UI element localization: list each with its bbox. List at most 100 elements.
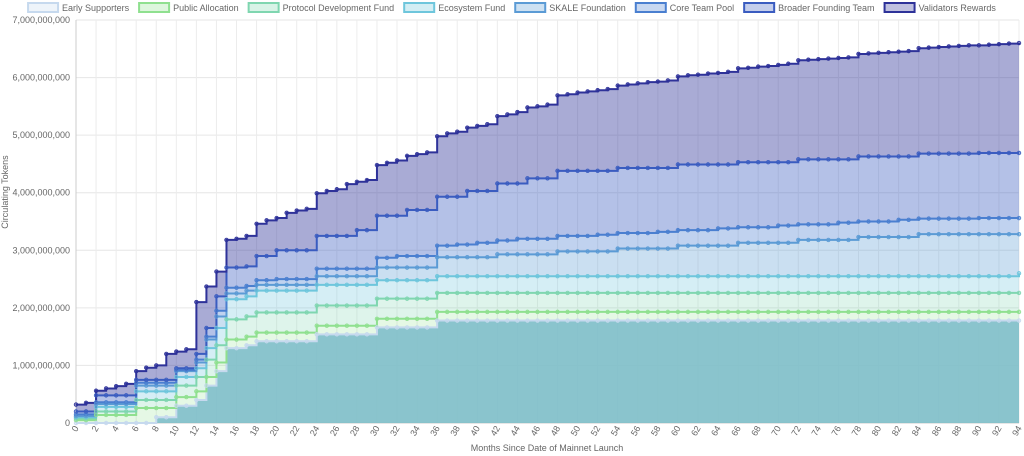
data-point [816,290,821,296]
data-point [525,176,530,181]
data-point [234,317,239,322]
data-point [866,290,871,296]
data-point [515,273,520,279]
data-point [615,290,620,296]
data-point [184,347,189,352]
x-tick-label: 42 [488,424,502,438]
data-point [374,278,380,283]
data-point [264,310,269,315]
data-point [776,223,781,228]
data-point [123,420,129,426]
data-point [144,377,149,383]
data-point [816,222,821,227]
data-point [324,303,329,308]
data-point [846,309,851,315]
data-point [244,314,249,319]
legend-item[interactable]: Public Allocation [138,2,239,13]
data-point [595,249,600,254]
data-point [956,231,962,237]
data-point [916,309,921,315]
data-point [625,318,630,323]
data-point [234,236,239,241]
data-point [916,318,921,323]
x-tick-label: 6 [130,424,141,433]
data-point [565,273,570,279]
data-point [354,282,360,288]
data-point [966,231,972,237]
legend-item[interactable]: Ecosystem Fund [403,2,505,13]
data-point [655,165,661,171]
data-point [996,273,1002,279]
x-tick-label: 30 [368,424,382,438]
legend-item[interactable]: Protocol Development Fund [247,2,395,13]
data-point [986,231,992,237]
x-tick-label: 90 [970,424,984,438]
data-point [555,93,560,98]
data-point [715,290,721,296]
data-point [816,309,821,315]
data-point [204,357,209,362]
data-point [294,310,299,315]
data-point [244,233,249,239]
legend-item[interactable]: Early Supporters [27,2,130,13]
data-point [896,290,901,296]
data-point [244,343,249,348]
data-point [645,230,651,236]
data-point [334,303,340,308]
legend-label: Validators Rewards [919,3,997,13]
legend-item[interactable]: Core Team Pool [634,2,734,13]
data-point [625,273,630,279]
data-point [755,318,761,323]
data-point [806,222,811,227]
data-point [725,69,731,75]
data-point [444,318,450,323]
data-point [274,282,279,288]
x-tick-label: 36 [428,424,442,438]
x-tick-label: 60 [669,424,683,438]
data-point [766,290,771,296]
data-point [304,248,309,253]
data-point [615,230,620,236]
data-point [83,409,89,414]
data-point [93,388,99,393]
data-point [434,194,440,199]
data-point [434,273,440,279]
data-point [545,176,550,181]
data-point [946,309,951,315]
data-point [475,309,480,315]
data-point [495,252,500,257]
data-point [625,290,630,296]
data-point [846,237,851,243]
x-tick-label: 44 [508,424,522,438]
data-point [144,420,149,426]
data-point [655,79,661,84]
data-point [515,309,520,315]
data-point [174,374,179,380]
data-point [645,79,651,85]
data-point [103,409,109,414]
data-point [103,420,109,426]
data-point [836,318,841,323]
legend-item[interactable]: Broader Founding Team [743,2,875,13]
data-point [274,288,279,293]
data-point [324,273,329,279]
data-point [535,176,540,181]
data-point [926,318,931,323]
data-point [796,290,801,296]
legend-item[interactable]: Validators Rewards [883,2,997,13]
data-point [936,318,941,323]
data-point [725,243,731,248]
data-point [826,318,831,323]
data-point [123,381,129,387]
data-point [755,309,761,315]
legend-item[interactable]: SKALE Foundation [514,2,626,13]
data-point [424,207,430,213]
data-point [535,252,540,257]
x-tick-label: 22 [288,424,302,438]
data-point [1006,41,1012,46]
data-point [685,318,691,323]
data-point [194,397,199,403]
data-point [424,316,430,321]
x-axis: 0 2 4 6 8 10 12 14 16 18 20 22 24 26 28 30 32 34 36 38 40 42 4… [70,424,1024,438]
data-point [495,309,500,315]
